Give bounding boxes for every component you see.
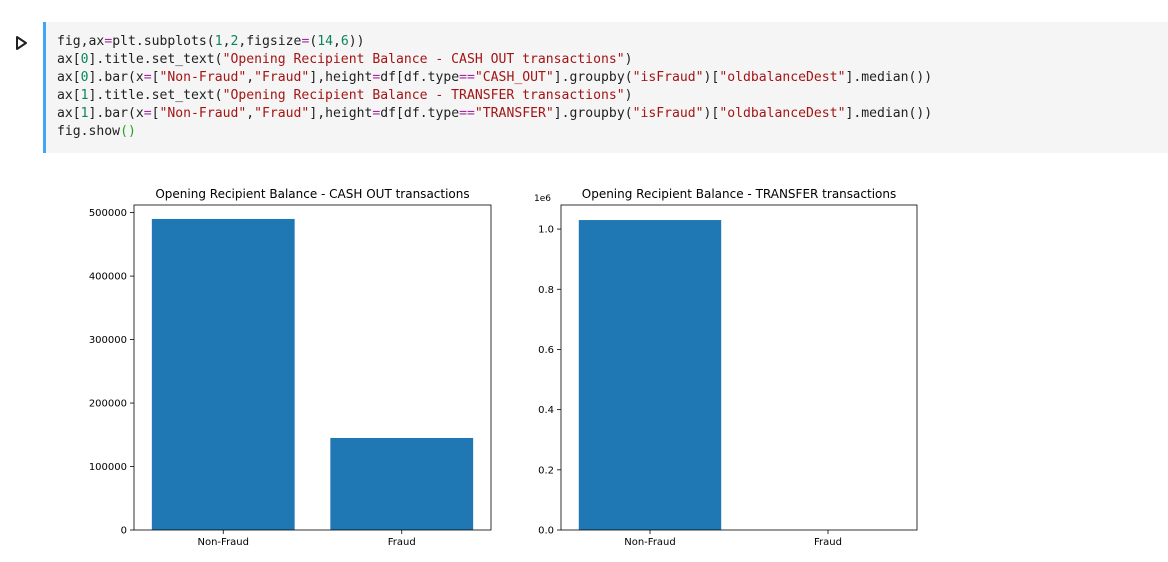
code-line: fig.show() [57,124,136,139]
figure: Non-Fraud Fraud 0 100000 200000 300000 400000 5… [89,187,918,548]
bar-non-fraud [151,218,295,530]
code-editor[interactable] [46,22,1168,153]
play-icon [16,36,27,50]
y-tick-label: 500000 [89,208,127,219]
y-tick-label: 0.6 [538,345,554,356]
y-tick-label: 0.4 [538,405,554,416]
bar-fraud [330,437,474,530]
x-tick-label: Non-Fraud [624,537,676,548]
code-line: ax[1].bar(x=["Non-Fraud","Fraud"],height… [57,106,933,121]
x-tick-label: Non-Fraud [198,537,250,548]
code-line: ax[1].title.set_text("Opening Recipient … [57,88,633,103]
y-tick-label: 0 [121,526,127,537]
cell-focus-bar [43,22,46,153]
code-line: fig,ax=plt.subplots(1,2,figsize=(14,6)) [57,34,365,49]
y-tick-label: 0.0 [538,526,554,537]
y-tick-label: 200000 [89,399,127,410]
code-line: ax[0].bar(x=["Non-Fraud","Fraud"],height… [57,70,933,85]
plot-frame [560,204,918,531]
x-tick-label: Fraud [388,537,416,548]
bar-non-fraud [578,220,722,530]
y-tick-label: 100000 [89,462,127,473]
plot-frame [133,204,492,531]
y-tick-label: 400000 [89,272,127,283]
run-cell-button[interactable] [12,34,30,52]
code-cell[interactable]: fig,ax=plt.subplots(1,2,figsize=(14,6)) … [0,22,1168,153]
chart-title: Opening Recipient Balance - TRANSFER tra… [582,187,896,201]
code-text[interactable]: fig,ax=plt.subplots(1,2,figsize=(14,6)) … [57,33,932,141]
chart-title: Opening Recipient Balance - CASH OUT tra… [155,187,469,201]
cell-output: Non-Fraud Fraud 0 100000 200000 300000 400000 5… [0,170,1168,558]
code-line: ax[0].title.set_text("Opening Recipient … [57,52,633,67]
y-tick-label: 0.2 [538,465,554,476]
y-tick-label: 0.8 [538,285,554,296]
x-tick-label: Fraud [814,537,842,548]
y-tick-label: 1.0 [538,225,554,236]
y-tick-label: 300000 [89,335,127,346]
axis-offset-label: 1e6 [534,194,551,204]
